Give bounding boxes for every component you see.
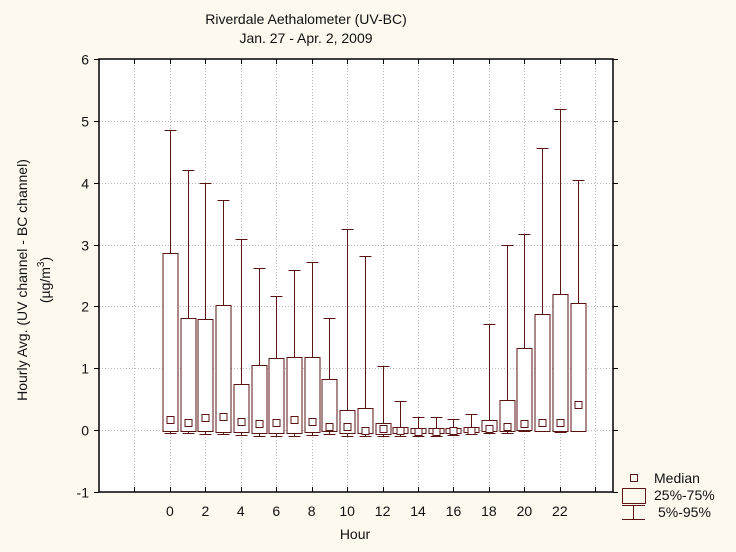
- x-tick-label: 12: [375, 503, 391, 519]
- median-marker: [343, 423, 352, 431]
- iqr-box: [321, 379, 338, 432]
- x-tick-labels: 0 2 4 6 8 10 12 14 16 18 20 22: [166, 503, 568, 519]
- y-tick-label: 0: [81, 423, 89, 439]
- iqr-box: [304, 357, 321, 433]
- box-hour-10: [339, 229, 356, 437]
- median-marker: [485, 425, 494, 433]
- x-tick-label: 20: [517, 503, 533, 519]
- y-tick-label: -1: [77, 485, 90, 501]
- box-hour-13: [392, 401, 409, 437]
- x-tick-label: 10: [339, 503, 355, 519]
- median-marker: [556, 419, 565, 427]
- median-marker: [449, 427, 458, 435]
- median-marker: [538, 419, 547, 427]
- median-marker: [414, 428, 423, 436]
- median-marker: [184, 419, 193, 427]
- iqr-box: [552, 294, 569, 432]
- median-marker: [272, 419, 281, 427]
- box-hour-0: [162, 130, 179, 434]
- median-marker: [503, 423, 512, 431]
- median-marker: [290, 416, 299, 424]
- median-marker: [219, 413, 228, 421]
- box-hour-15: [428, 417, 445, 437]
- box-hour-9: [321, 318, 338, 435]
- x-tick-label: 22: [552, 503, 568, 519]
- box-hour-17: [463, 414, 480, 435]
- chart-title-main: Riverdale Aethalometer (UV-BC): [205, 11, 407, 27]
- median-marker: [467, 427, 476, 435]
- median-marker: [308, 418, 317, 426]
- x-tick-label: 14: [410, 503, 426, 519]
- iqr-box: [162, 253, 179, 432]
- box-hour-5: [251, 268, 268, 437]
- iqr-box: [286, 357, 303, 434]
- box-hour-1: [180, 170, 197, 434]
- median-marker: [166, 416, 175, 424]
- box-hour-22: [552, 109, 569, 433]
- chart-title: Riverdale Aethalometer (UV-BC) Jan. 27 -…: [0, 10, 600, 48]
- box-hour-12: [375, 366, 392, 437]
- box-series: [162, 109, 587, 437]
- legend-label-iqr: 25%-75%: [654, 487, 715, 503]
- legend-label-median: Median: [654, 470, 700, 486]
- x-tick-label: 18: [481, 503, 497, 519]
- iqr-box: [570, 303, 587, 432]
- iqr-box: [180, 318, 197, 432]
- median-marker: [574, 401, 583, 409]
- median-marker: [520, 420, 529, 428]
- box-hour-20: [516, 234, 533, 432]
- x-tick-label: 16: [446, 503, 462, 519]
- whisker-icon: [622, 505, 645, 520]
- chart-subtitle: Jan. 27 - Apr. 2, 2009: [239, 30, 373, 46]
- iqr-box: [215, 305, 232, 433]
- iqr-box: [251, 365, 268, 434]
- box-hour-4: [233, 239, 250, 436]
- y-tick-labels: -1 0 1 2 3 4 5 6: [77, 52, 90, 501]
- x-tick-label: 6: [272, 503, 280, 519]
- median-marker: [379, 425, 388, 433]
- box-hour-23: [570, 180, 587, 432]
- plot-frame: [98, 58, 614, 493]
- x-tick-label: 2: [201, 503, 209, 519]
- x-tick-label: 4: [237, 503, 245, 519]
- y-tick-label: 1: [81, 361, 89, 377]
- x-tick-label: 8: [308, 503, 316, 519]
- y-tick-label: 6: [81, 52, 89, 68]
- median-marker: [325, 423, 334, 431]
- median-marker: [255, 420, 264, 428]
- median-marker: [361, 427, 370, 435]
- box-hour-21: [534, 148, 551, 432]
- box-hour-19: [499, 245, 516, 434]
- axis-ticks: [94, 59, 618, 493]
- y-tick-label: 4: [81, 176, 89, 192]
- box-hour-16: [445, 419, 462, 436]
- box-hour-18: [481, 324, 498, 434]
- iqr-box: [516, 348, 533, 431]
- x-tick-label: 0: [166, 503, 174, 519]
- median-marker: [237, 418, 246, 426]
- x-axis-label: Hour: [339, 526, 371, 542]
- box-hour-7: [286, 270, 303, 437]
- box-hour-8: [304, 262, 321, 436]
- median-marker: [432, 428, 441, 436]
- median-marker: [201, 414, 210, 422]
- median-square-icon: [630, 474, 638, 482]
- box-hour-6: [268, 296, 285, 437]
- legend-label-whisker: 5%-95%: [658, 504, 711, 520]
- iqr-box: [268, 358, 285, 434]
- y-tick-label: 5: [81, 114, 89, 130]
- median-marker: [396, 427, 405, 435]
- y-tick-label: 3: [81, 238, 89, 254]
- iqr-box: [534, 314, 551, 432]
- y-tick-label: 2: [81, 299, 89, 315]
- box-hour-3: [215, 200, 232, 435]
- box-icon: [622, 488, 646, 504]
- box-hour-2: [197, 183, 214, 435]
- box-hour-11: [357, 256, 374, 437]
- box-hour-14: [410, 417, 427, 437]
- iqr-box: [197, 319, 214, 432]
